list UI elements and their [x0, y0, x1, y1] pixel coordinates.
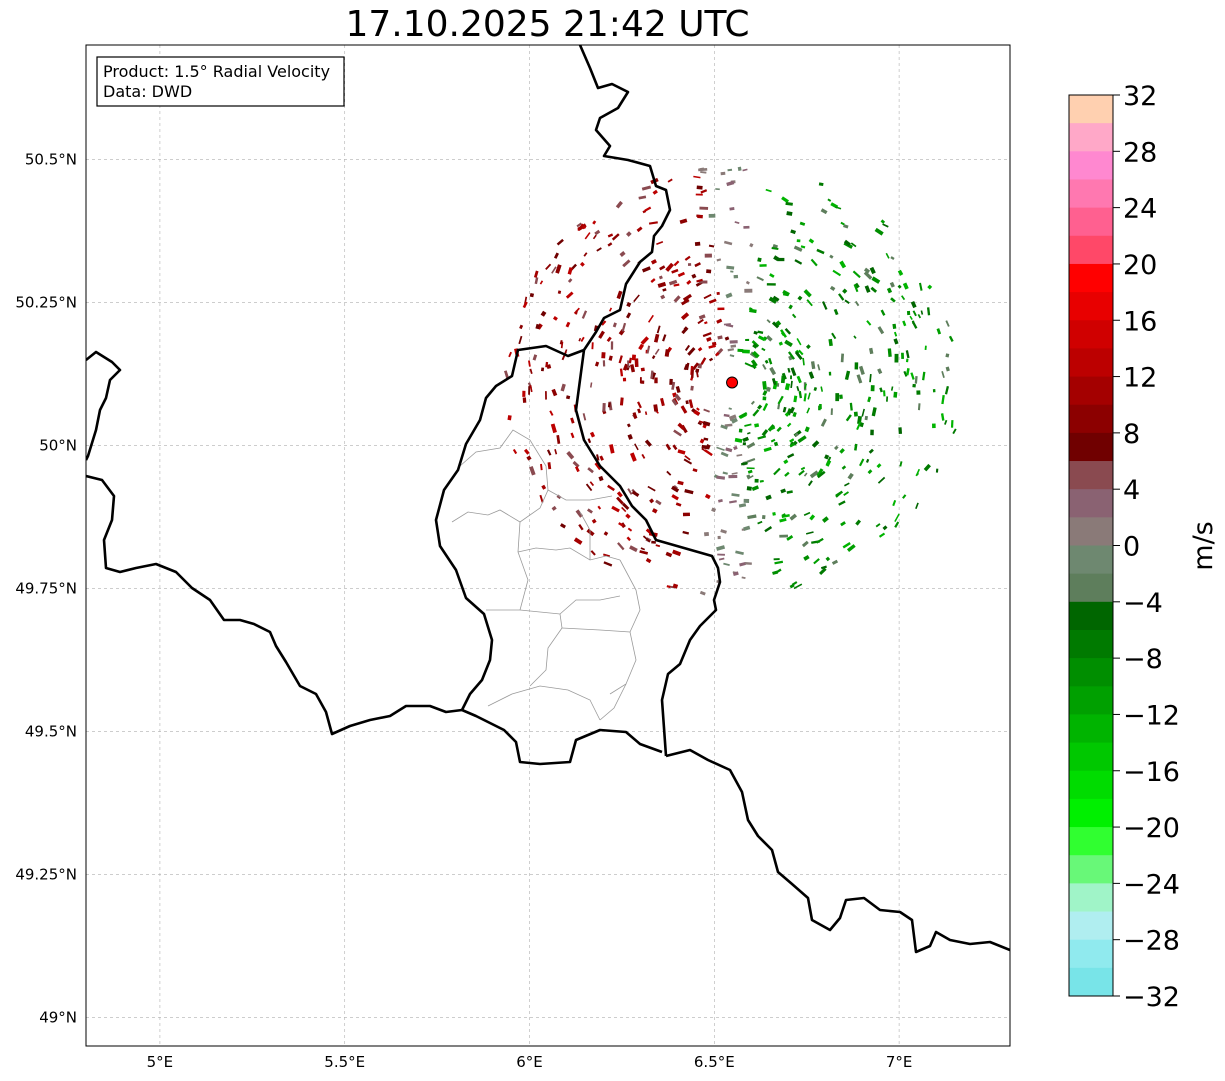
lon-tick-label: 7°E — [886, 1053, 913, 1071]
colorbar-tick-label: 24 — [1123, 194, 1157, 225]
lat-tick-label: 49.25°N — [15, 865, 77, 883]
lon-tick-label: 5.5°E — [324, 1053, 365, 1071]
colorbar-segment — [1069, 855, 1113, 884]
colorbar-segment — [1069, 939, 1113, 969]
colorbar-segment — [1069, 770, 1113, 800]
colorbar-tick-label: −16 — [1123, 757, 1180, 788]
colorbar-tick-label: 16 — [1123, 306, 1157, 337]
lon-tick-label: 5°E — [147, 1053, 174, 1071]
colorbar-segment — [1069, 714, 1113, 744]
radar-site-marker — [726, 376, 739, 389]
colorbar-tick-label: −20 — [1123, 813, 1180, 844]
colorbar-segment — [1069, 263, 1113, 293]
colorbar-segment — [1069, 461, 1113, 490]
colorbar-segment — [1069, 517, 1113, 546]
colorbar-segment — [1069, 207, 1113, 237]
colorbar-tick-label: 20 — [1123, 250, 1157, 281]
colorbar-segment — [1069, 348, 1113, 378]
data-source-label: Data: DWD — [103, 82, 192, 101]
colorbar-segment — [1069, 320, 1113, 349]
lat-tick-label: 50.25°N — [15, 293, 77, 311]
lon-tick-label: 6.5°E — [694, 1053, 735, 1071]
colorbar-segment — [1069, 911, 1113, 941]
colorbar-tick-label: −8 — [1123, 644, 1163, 675]
colorbar-segment — [1069, 827, 1113, 856]
colorbar-tick-label: 32 — [1123, 81, 1157, 112]
colorbar-segment — [1069, 292, 1113, 321]
colorbar-tick-label: −12 — [1123, 700, 1180, 731]
colorbar-segment — [1069, 967, 1113, 997]
admin-boundaries — [451, 429, 641, 721]
colorbar-unit-label: m/s — [1188, 521, 1219, 570]
colorbar-segment — [1069, 883, 1113, 913]
lon-tick-label: 6°E — [516, 1053, 543, 1071]
map-plot-area — [86, 45, 1010, 1046]
colorbar-segment — [1069, 573, 1113, 603]
colorbar-tick-label: 4 — [1123, 475, 1140, 506]
lat-tick-label: 49.75°N — [15, 579, 77, 597]
colorbar-segment — [1069, 601, 1113, 631]
colorbar-segment — [1069, 798, 1113, 828]
colorbar-segment — [1069, 179, 1113, 209]
product-label: Product: 1.5° Radial Velocity — [103, 62, 330, 81]
colorbar-tick-label: −24 — [1123, 869, 1180, 900]
national-borders — [86, 45, 1010, 954]
colorbar-segment — [1069, 686, 1113, 715]
colorbar-segment — [1069, 95, 1113, 124]
colorbar-tick-label: 0 — [1123, 532, 1140, 563]
colorbar-segment — [1069, 489, 1113, 518]
velocity-colorbar: 32 28 24 20 16 12 8 4 0 −4 −8 −12 −16 −20 −24 −28 −32 — [1068, 81, 1180, 1013]
lat-tick-label: 50°N — [39, 436, 77, 454]
colorbar-segment — [1069, 151, 1113, 180]
colorbar-tick-label: −4 — [1123, 588, 1163, 619]
colorbar-tick-label: 12 — [1123, 363, 1157, 394]
colorbar-segment — [1069, 235, 1113, 265]
radial-velocity-echoes — [504, 166, 957, 596]
axis-tick-labels: 5°E 5.5°E 6°E 6.5°E 7°E 49°N 49.25°N 49.5°N 49.7… — [15, 150, 912, 1071]
colorbar-segment — [1069, 545, 1113, 575]
lat-tick-label: 49°N — [39, 1008, 77, 1026]
colorbar-segment — [1069, 123, 1113, 152]
lat-tick-label: 50.5°N — [25, 150, 77, 168]
lat-tick-label: 49.5°N — [25, 722, 77, 740]
map-frame — [85, 44, 1011, 1047]
info-box: Product: 1.5° Radial Velocity Data: DWD — [96, 56, 345, 107]
colorbar-segment — [1069, 376, 1113, 406]
colorbar-tick-label: 28 — [1123, 137, 1157, 168]
colorbar-tick-label: −28 — [1123, 926, 1180, 957]
map-title: 17.10.2025 21:42 UTC — [345, 4, 750, 45]
colorbar-tick-label: 8 — [1123, 419, 1140, 450]
colorbar-segment — [1069, 404, 1113, 434]
colorbar-segment — [1069, 742, 1113, 772]
colorbar-segment — [1069, 432, 1113, 462]
colorbar-tick-label: −32 — [1123, 982, 1180, 1013]
colorbar-segment — [1069, 658, 1113, 687]
colorbar-segment — [1069, 629, 1113, 659]
